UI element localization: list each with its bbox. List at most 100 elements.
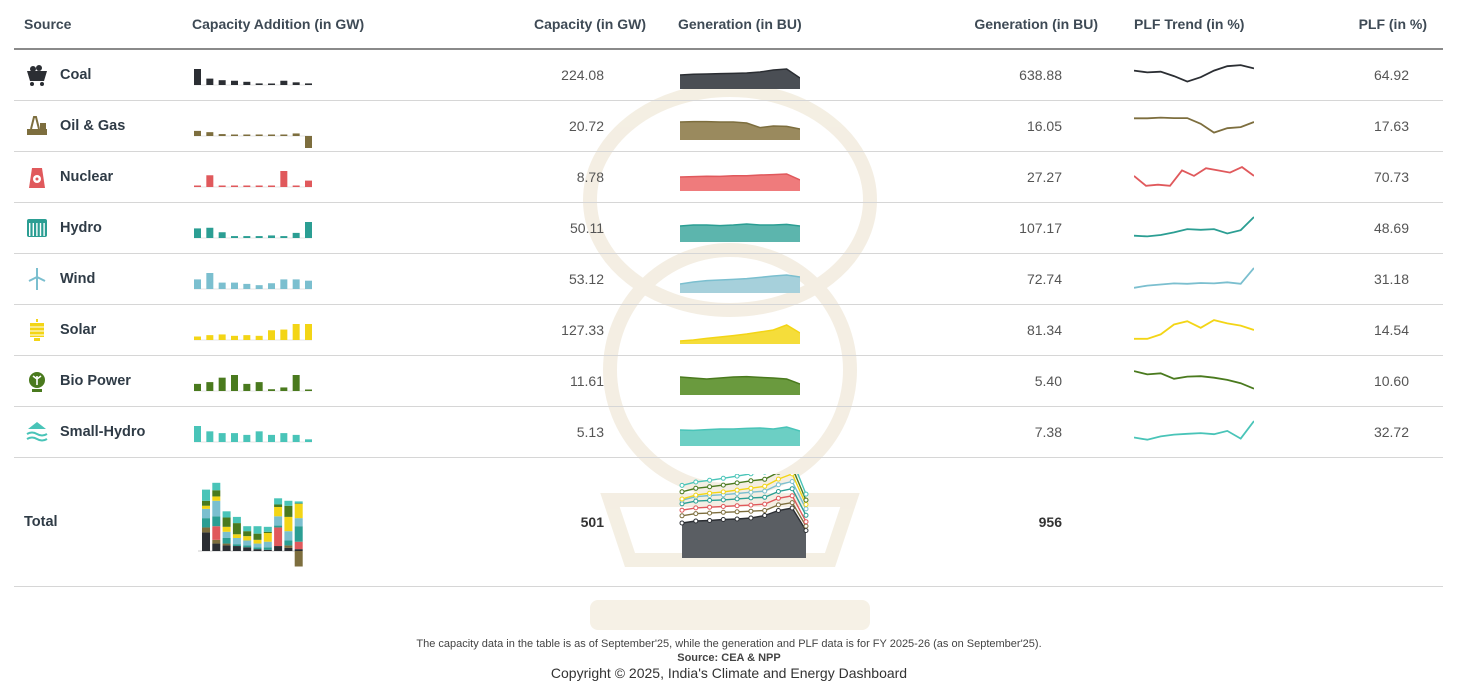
capacity-addition-sparkline[interactable] — [194, 53, 312, 97]
capacity-addition-bar — [255, 134, 263, 136]
capacity-addition-sparkline[interactable] — [194, 104, 312, 148]
capacity-addition-sparkline[interactable] — [194, 359, 312, 403]
capacity-addition-sparkline[interactable] — [194, 257, 312, 301]
header-capacity-addition[interactable]: Capacity Addition (in GW) — [192, 0, 472, 50]
total-addition-bar — [294, 526, 303, 542]
total-generation-point — [720, 482, 726, 488]
generation-area — [680, 275, 800, 293]
total-addition-bar — [202, 508, 210, 519]
total-addition-bar — [222, 531, 231, 538]
plf-trend-sparkline[interactable] — [1134, 264, 1254, 294]
total-generation-line — [681, 501, 807, 527]
total-generation-point — [789, 505, 795, 511]
total-generation-area — [682, 508, 806, 558]
header-generation-chart[interactable]: Generation (in BU) — [668, 0, 938, 50]
table-row[interactable]: Nuclear 8.78 27.27 70.73 — [14, 151, 1443, 203]
capacity-addition-sparkline[interactable] — [194, 308, 312, 352]
capacity-addition-bar — [206, 175, 214, 187]
total-generation-point — [693, 511, 699, 517]
total-generation-point — [803, 519, 809, 525]
total-generation-point — [707, 477, 713, 483]
source-label: Oil & Gas — [60, 118, 126, 134]
total-generation-chart[interactable] — [678, 474, 818, 570]
capacity-addition-sparkline[interactable] — [194, 410, 312, 454]
capacity-addition-sparkline[interactable] — [194, 155, 312, 199]
table-row[interactable]: Hydro 50.11 107.17 48.69 — [14, 202, 1443, 254]
header-capacity[interactable]: Capacity (in GW) — [472, 0, 668, 50]
table-row[interactable]: Oil & Gas 20.72 16.05 17.63 — [14, 100, 1443, 152]
total-generation-point — [803, 528, 809, 533]
total-generation-point — [720, 489, 726, 495]
total-generation-point — [720, 497, 726, 503]
total-addition-bar — [294, 503, 303, 519]
total-generation-point — [803, 491, 809, 497]
capacity-addition-bar — [218, 134, 226, 136]
total-generation-point — [789, 493, 795, 499]
generation-area-sparkline[interactable] — [680, 361, 800, 401]
total-addition-bar — [212, 496, 221, 501]
capacity-addition-bar — [280, 236, 288, 238]
total-addition-bar — [274, 516, 283, 526]
total-addition-bar — [274, 498, 283, 505]
generation-area-sparkline[interactable] — [680, 55, 800, 95]
total-generation-point — [720, 509, 726, 515]
capacity-addition-bar — [268, 389, 275, 391]
plf-trend-sparkline[interactable] — [1134, 417, 1254, 447]
plf-trend-sparkline[interactable] — [1134, 213, 1254, 243]
capacity-addition-bar — [292, 185, 300, 187]
total-addition-bar — [232, 544, 241, 547]
capacity-addition-bar — [194, 279, 201, 289]
plf-trend-sparkline[interactable] — [1134, 315, 1254, 345]
generation-area-sparkline[interactable] — [680, 157, 800, 197]
generation-value: 72.74 — [938, 253, 1134, 305]
generation-area — [680, 376, 800, 395]
table-row[interactable]: Small-Hydro 5.13 7.38 32.72 — [14, 406, 1443, 458]
table-row[interactable]: Bio Power 11.61 5.40 10.60 — [14, 355, 1443, 407]
capacity-addition-sparkline[interactable] — [194, 206, 312, 250]
header-plf-trend[interactable]: PLF Trend (in %) — [1134, 0, 1294, 50]
table-row[interactable]: Wind 53.12 72.74 31.18 — [14, 253, 1443, 305]
plf-trend-sparkline[interactable] — [1134, 366, 1254, 396]
generation-area-sparkline[interactable] — [680, 412, 800, 452]
header-generation[interactable]: Generation (in BU) — [938, 0, 1134, 50]
total-generation-point — [707, 518, 713, 523]
generation-area-sparkline[interactable] — [680, 208, 800, 248]
capacity-addition-bar — [292, 82, 300, 85]
table-row[interactable]: Solar 127.33 81.34 14.54 — [14, 304, 1443, 356]
total-generation-point — [693, 505, 699, 511]
total-generation-point — [789, 474, 795, 477]
total-addition-bar — [202, 500, 210, 506]
total-generation-point — [748, 489, 754, 495]
generation-line — [680, 375, 800, 385]
generation-value: 81.34 — [938, 304, 1134, 356]
capacity-addition-bar — [305, 439, 312, 442]
table-row[interactable]: Coal 224.08 638.88 64.92 — [14, 49, 1443, 101]
total-generation-point — [679, 507, 685, 513]
capacity-addition-bar — [268, 283, 275, 289]
header-source[interactable]: Source — [14, 0, 192, 50]
capacity-addition-bar — [255, 236, 263, 238]
plf-trend-sparkline[interactable] — [1134, 111, 1254, 141]
header-plf[interactable]: PLF (in %) — [1294, 0, 1443, 50]
total-addition-bar — [263, 547, 272, 550]
plf-trend-sparkline[interactable] — [1134, 162, 1254, 192]
generation-area — [680, 121, 800, 140]
total-generation-point — [693, 498, 699, 504]
total-capacity-addition-chart[interactable] — [198, 477, 328, 567]
total-addition-bar — [212, 526, 221, 540]
total-addition-bar — [284, 516, 293, 532]
total-generation-point — [707, 484, 713, 490]
generation-area-sparkline[interactable] — [680, 310, 800, 350]
generation-area-sparkline[interactable] — [680, 259, 800, 299]
total-generation-point — [762, 513, 768, 518]
capacity-addition-bar — [194, 383, 201, 391]
total-addition-bar — [222, 545, 231, 551]
source-label: Coal — [60, 67, 92, 83]
generation-area-sparkline[interactable] — [680, 106, 800, 146]
total-generation-point — [775, 508, 781, 513]
total-row: Total 501 956 — [14, 457, 1443, 587]
total-generation-point — [803, 512, 809, 518]
generation-value: 107.17 — [938, 202, 1134, 254]
plf-trend-sparkline[interactable] — [1134, 60, 1254, 90]
capacity-addition-bar — [243, 434, 251, 442]
